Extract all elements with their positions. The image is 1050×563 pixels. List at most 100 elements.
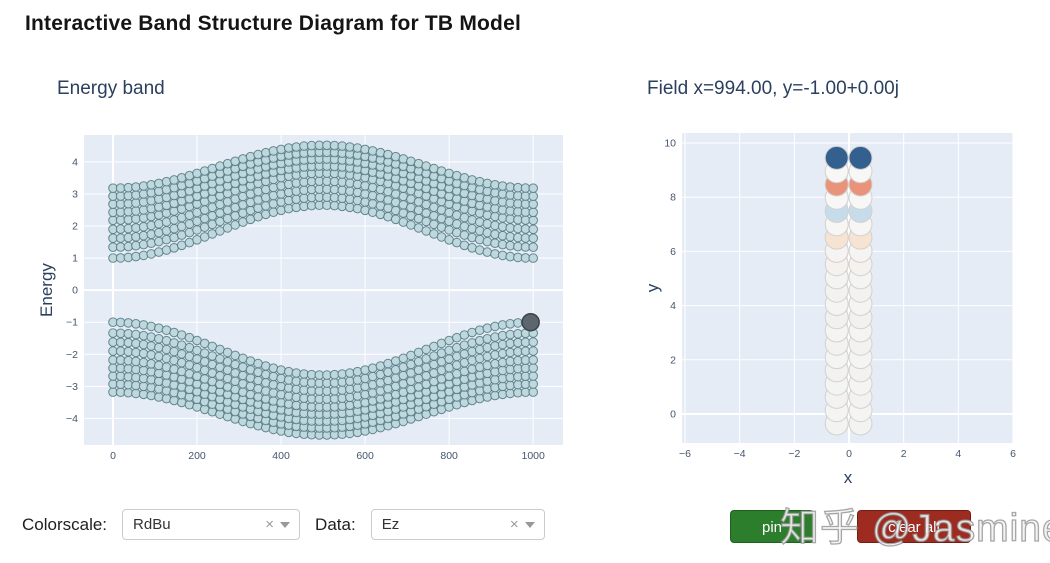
band-marker[interactable] xyxy=(268,199,279,209)
band-marker[interactable] xyxy=(345,400,355,411)
band-marker[interactable] xyxy=(146,238,156,248)
band-marker[interactable] xyxy=(146,359,156,369)
band-marker[interactable] xyxy=(528,191,539,201)
band-marker[interactable] xyxy=(345,376,355,387)
band-marker[interactable] xyxy=(345,384,355,395)
band-marker[interactable] xyxy=(268,371,279,382)
band-marker[interactable] xyxy=(154,334,164,344)
band-marker[interactable] xyxy=(131,232,141,242)
band-marker[interactable] xyxy=(528,233,539,243)
band-marker[interactable] xyxy=(268,207,279,217)
band-marker[interactable] xyxy=(154,376,164,387)
band-marker[interactable] xyxy=(482,210,493,220)
band-marker[interactable] xyxy=(528,242,539,252)
band-marker[interactable] xyxy=(345,392,355,403)
band-marker[interactable] xyxy=(345,368,355,378)
band-marker[interactable] xyxy=(528,207,539,218)
data-dropdown[interactable]: Ez × xyxy=(370,509,545,540)
band-marker[interactable] xyxy=(482,342,493,353)
band-marker[interactable] xyxy=(482,368,493,379)
band-marker[interactable] xyxy=(131,356,141,367)
site-marker[interactable] xyxy=(848,145,873,170)
band-marker[interactable] xyxy=(528,371,539,381)
band-marker[interactable] xyxy=(482,178,493,189)
band-marker[interactable] xyxy=(138,320,149,330)
band-marker[interactable] xyxy=(528,346,539,356)
band-marker[interactable] xyxy=(154,368,164,379)
band-marker[interactable] xyxy=(154,227,164,238)
band-marker[interactable] xyxy=(482,323,493,334)
chevron-down-icon[interactable] xyxy=(280,521,291,528)
band-marker[interactable] xyxy=(482,247,493,257)
site-marker[interactable] xyxy=(824,145,849,170)
band-marker[interactable] xyxy=(268,379,279,390)
band-marker[interactable] xyxy=(367,388,378,398)
band-marker[interactable] xyxy=(268,146,279,156)
colorscale-dropdown[interactable]: RdBu × xyxy=(122,509,301,540)
band-marker[interactable] xyxy=(268,388,279,398)
band-marker[interactable] xyxy=(276,181,286,191)
band-marker[interactable] xyxy=(146,195,156,206)
band-marker[interactable] xyxy=(352,375,363,385)
band-marker[interactable] xyxy=(154,178,164,189)
band-marker[interactable] xyxy=(490,249,500,259)
band-marker[interactable] xyxy=(352,195,363,206)
band-marker[interactable] xyxy=(528,337,539,347)
band-marker[interactable] xyxy=(528,253,539,263)
band-marker[interactable] xyxy=(482,376,493,387)
band-marker[interactable] xyxy=(146,229,156,240)
band-marker[interactable] xyxy=(276,381,286,392)
band-marker[interactable] xyxy=(146,374,156,385)
band-marker[interactable] xyxy=(482,351,493,362)
band-marker[interactable] xyxy=(131,319,141,329)
band-marker[interactable] xyxy=(146,350,156,360)
band-marker[interactable] xyxy=(482,219,493,229)
band-marker[interactable] xyxy=(482,186,493,197)
band-marker[interactable] xyxy=(528,363,539,373)
band-marker[interactable] xyxy=(131,338,141,349)
band-marker[interactable] xyxy=(276,373,286,384)
band-marker[interactable] xyxy=(131,329,141,340)
band-marker[interactable] xyxy=(146,220,156,231)
band-marker[interactable] xyxy=(528,183,539,193)
band-marker[interactable] xyxy=(482,360,493,371)
band-marker[interactable] xyxy=(146,203,156,214)
band-marker[interactable] xyxy=(154,202,164,212)
band-marker[interactable] xyxy=(474,393,485,404)
band-marker[interactable] xyxy=(154,342,164,353)
band-marker[interactable] xyxy=(528,355,539,365)
band-marker[interactable] xyxy=(131,240,141,251)
band-marker[interactable] xyxy=(268,190,279,201)
band-marker[interactable] xyxy=(482,392,493,402)
band-marker[interactable] xyxy=(482,227,493,238)
band-marker[interactable] xyxy=(154,360,164,371)
clear-all-button[interactable]: clear all xyxy=(857,510,971,543)
band-marker[interactable] xyxy=(146,341,156,351)
clear-selection-icon[interactable]: × xyxy=(509,516,519,533)
band-marker[interactable] xyxy=(268,396,279,406)
band-marker[interactable] xyxy=(490,321,500,332)
chevron-down-icon[interactable] xyxy=(524,521,535,528)
band-marker[interactable] xyxy=(138,250,149,261)
band-marker[interactable] xyxy=(154,186,164,197)
band-marker[interactable] xyxy=(345,186,355,196)
band-marker[interactable] xyxy=(131,223,141,233)
band-marker[interactable] xyxy=(528,224,539,235)
band-marker[interactable] xyxy=(154,351,164,362)
band-marker[interactable] xyxy=(482,202,493,212)
band-marker[interactable] xyxy=(146,390,156,401)
selected-band-point[interactable] xyxy=(521,312,540,332)
band-marker[interactable] xyxy=(528,199,539,209)
band-marker[interactable] xyxy=(345,194,355,204)
band-marker[interactable] xyxy=(352,187,363,198)
band-marker[interactable] xyxy=(352,179,363,190)
band-marker[interactable] xyxy=(345,178,355,188)
band-marker[interactable] xyxy=(276,197,286,207)
band-marker[interactable] xyxy=(276,365,286,375)
band-marker[interactable] xyxy=(253,149,263,160)
band-marker[interactable] xyxy=(154,219,164,229)
band-marker[interactable] xyxy=(352,383,363,393)
band-marker[interactable] xyxy=(352,366,363,377)
band-marker[interactable] xyxy=(146,211,156,222)
band-marker[interactable] xyxy=(528,387,539,397)
